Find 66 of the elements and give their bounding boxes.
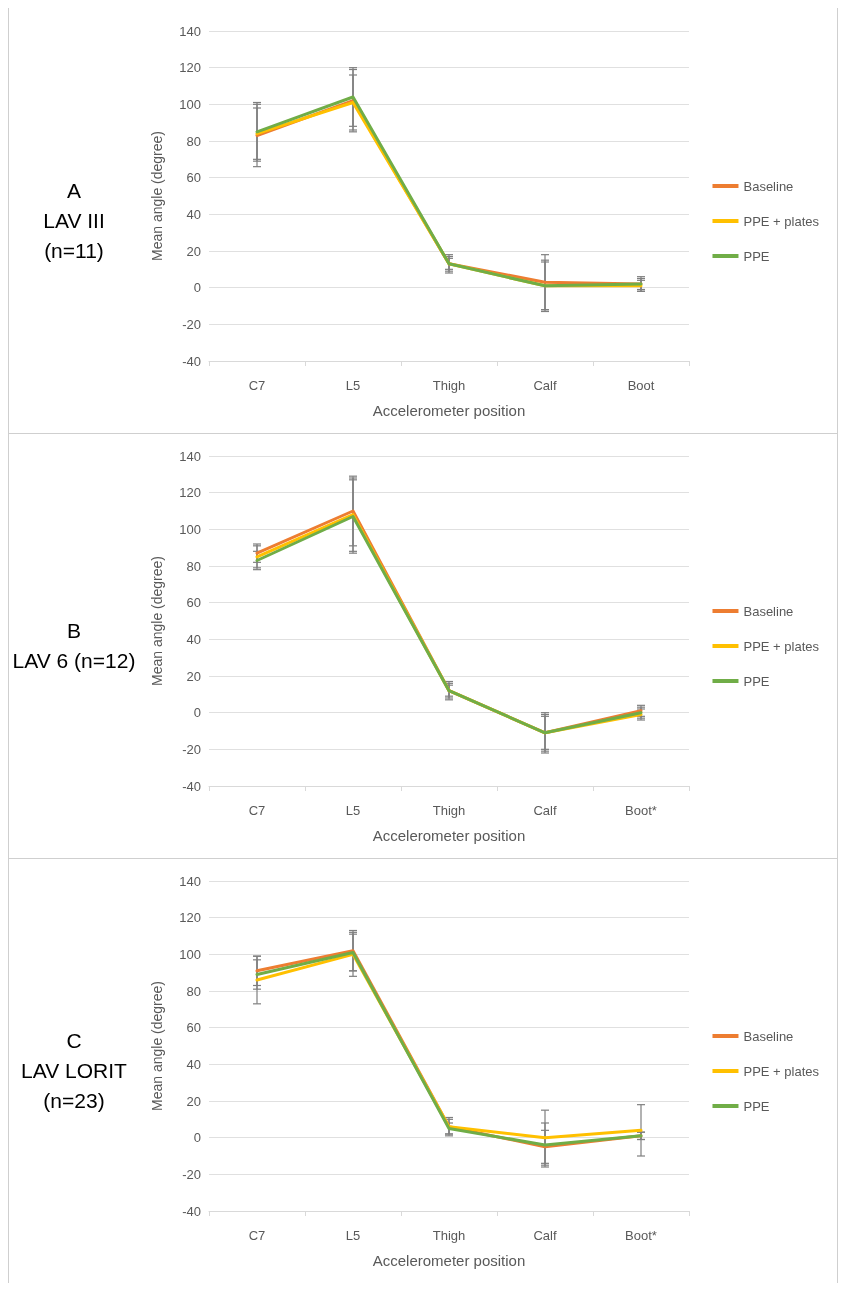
x-tick-label: Boot* — [625, 803, 657, 818]
x-tick-label: Calf — [533, 377, 557, 393]
legend-label: PPE — [743, 673, 770, 689]
legend-label: Baseline — [743, 603, 794, 619]
x-tick-label: C7 — [248, 803, 266, 818]
y-tick-label: 60 — [186, 595, 201, 611]
y-tick-label: 0 — [193, 705, 201, 721]
y-tick-label: 100 — [179, 521, 201, 537]
legend-label: PPE + plates — [743, 638, 820, 654]
y-tick-label: 60 — [186, 1020, 201, 1036]
x-tick-label: L5 — [345, 1228, 361, 1243]
y-tick-label: 0 — [193, 1130, 201, 1146]
text: C — [65, 1028, 83, 1054]
legend-label: PPE + plates — [743, 1063, 820, 1079]
x-tick-label: Calf — [533, 803, 557, 818]
y-tick-label: 40 — [186, 1056, 201, 1072]
x-tick-label: L5 — [345, 803, 361, 818]
y-tick-label: 120 — [179, 59, 201, 75]
x-tick-label: Boot* — [625, 1228, 657, 1243]
y-axis-title: Mean angle (degree) — [149, 556, 165, 686]
y-tick-label: -20 — [182, 316, 201, 332]
text: LAV 6 (n=12) — [11, 648, 137, 674]
y-tick-label: 0 — [193, 279, 201, 295]
x-tick-label: Thigh — [432, 1228, 466, 1243]
legend-label: PPE — [743, 248, 770, 263]
legend-label: Baseline — [743, 1028, 794, 1044]
legend-label: PPE + plates — [743, 213, 820, 228]
y-tick-label: 40 — [186, 631, 201, 647]
y-tick-label: 140 — [179, 23, 201, 38]
x-tick-label: Calf — [533, 1228, 557, 1243]
y-tick-label: 20 — [186, 668, 201, 684]
y-tick-label: 80 — [186, 983, 201, 999]
y-tick-label: -20 — [182, 741, 201, 757]
y-tick-label: -20 — [182, 1166, 201, 1182]
y-tick-label: 20 — [186, 1093, 201, 1109]
y-tick-label: 120 — [179, 910, 201, 926]
y-tick-label: 40 — [186, 206, 201, 222]
text: LAV LORIT (n=23) — [20, 1058, 128, 1114]
y-axis-title: Mean angle (degree) — [149, 981, 165, 1111]
y-tick-label: -40 — [182, 353, 201, 368]
y-tick-label: 80 — [186, 558, 201, 574]
legend-label: PPE — [743, 1098, 770, 1114]
y-tick-label: -40 — [182, 1203, 201, 1219]
y-tick-label: 20 — [186, 243, 201, 258]
x-axis-title: Accelerometer position — [372, 401, 526, 419]
y-tick-label: 140 — [179, 448, 201, 464]
y-tick-label: 100 — [179, 946, 201, 962]
x-axis-title: Accelerometer position — [372, 827, 526, 844]
x-tick-label: Thigh — [432, 377, 466, 393]
text: B — [66, 618, 82, 644]
y-tick-label: 80 — [186, 133, 201, 148]
y-tick-label: 100 — [179, 96, 201, 112]
x-tick-label: Boot — [627, 377, 655, 393]
y-axis-title: Mean angle (degree) — [149, 130, 165, 261]
x-tick-label: C7 — [248, 1228, 266, 1243]
y-tick-label: -40 — [182, 778, 201, 794]
x-tick-label: C7 — [248, 377, 266, 393]
text: A — [66, 177, 82, 204]
y-tick-label: 140 — [179, 873, 201, 889]
y-tick-label: 60 — [186, 169, 201, 185]
y-tick-label: 120 — [179, 485, 201, 501]
text: LAV III (n=11) — [42, 207, 106, 264]
x-tick-label: Thigh — [432, 803, 466, 818]
x-tick-label: L5 — [345, 377, 361, 393]
x-axis-title: Accelerometer position — [372, 1252, 526, 1269]
legend-label: Baseline — [743, 178, 794, 193]
